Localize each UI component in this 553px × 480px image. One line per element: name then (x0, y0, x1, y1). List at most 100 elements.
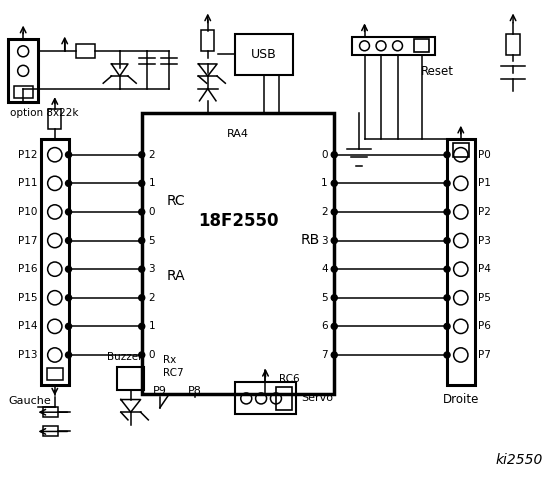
Bar (13, 86, 33, 98)
Text: 1: 1 (148, 179, 155, 188)
Text: P10: P10 (18, 207, 37, 217)
Bar (117, 367, 144, 390)
Circle shape (65, 352, 71, 358)
Text: 0: 0 (148, 207, 155, 217)
Circle shape (444, 180, 450, 186)
Circle shape (139, 324, 145, 329)
Bar (48, 108, 61, 130)
Circle shape (331, 295, 337, 301)
Text: 1: 1 (321, 179, 328, 188)
Circle shape (65, 152, 71, 158)
Text: ki2550: ki2550 (496, 453, 543, 467)
Text: P15: P15 (18, 293, 37, 303)
Circle shape (444, 152, 450, 158)
Text: P2: P2 (478, 207, 491, 217)
Text: 2: 2 (321, 207, 328, 217)
Circle shape (331, 209, 337, 215)
Text: P0: P0 (478, 150, 491, 160)
Bar (46, 368, 63, 380)
Circle shape (139, 238, 145, 243)
Circle shape (139, 209, 145, 215)
Text: Buzzer: Buzzer (107, 351, 143, 361)
Circle shape (444, 352, 450, 358)
Circle shape (331, 352, 337, 358)
Text: P17: P17 (18, 236, 37, 246)
Bar (352, 37, 435, 55)
Bar (235, 383, 296, 414)
Circle shape (139, 180, 145, 186)
Circle shape (65, 266, 71, 272)
Circle shape (444, 324, 450, 329)
Circle shape (65, 209, 71, 215)
Circle shape (139, 352, 145, 358)
Text: P16: P16 (18, 264, 37, 274)
Text: 2: 2 (148, 150, 155, 160)
Text: 0: 0 (321, 150, 328, 160)
Circle shape (65, 238, 71, 243)
Text: P8: P8 (188, 386, 202, 396)
Circle shape (444, 266, 450, 272)
Bar (414, 39, 430, 52)
Circle shape (331, 152, 337, 158)
Text: 6: 6 (321, 322, 328, 331)
Circle shape (331, 266, 337, 272)
Text: 1: 1 (148, 322, 155, 331)
Bar (76, 44, 95, 59)
Bar (41, 139, 69, 384)
Text: 5: 5 (321, 293, 328, 303)
Text: Droite: Droite (442, 393, 479, 406)
Circle shape (139, 152, 145, 158)
Text: P3: P3 (478, 236, 491, 246)
Text: P1: P1 (478, 179, 491, 188)
Text: RA: RA (166, 269, 185, 283)
Circle shape (444, 295, 450, 301)
Text: 0: 0 (148, 350, 155, 360)
Circle shape (65, 180, 71, 186)
Text: 18F2550: 18F2550 (198, 212, 278, 230)
Text: P9: P9 (153, 386, 167, 396)
Text: USB: USB (251, 48, 277, 61)
Bar (8, 39, 38, 102)
Text: P13: P13 (18, 350, 37, 360)
Text: P14: P14 (18, 322, 37, 331)
Text: 3: 3 (321, 236, 328, 246)
Text: RC: RC (166, 194, 185, 208)
Text: 3: 3 (148, 264, 155, 274)
Circle shape (65, 295, 71, 301)
Text: 2: 2 (148, 293, 155, 303)
Text: 4: 4 (321, 264, 328, 274)
Text: RB: RB (300, 233, 320, 247)
Text: Servo: Servo (301, 394, 333, 403)
Text: Rx: Rx (163, 355, 176, 365)
Circle shape (331, 180, 337, 186)
Text: P4: P4 (478, 264, 491, 274)
Bar (507, 34, 520, 55)
Bar (447, 139, 474, 384)
Bar (43, 427, 58, 436)
Circle shape (331, 324, 337, 329)
Text: P11: P11 (18, 179, 37, 188)
Bar (235, 34, 293, 75)
Circle shape (65, 324, 71, 329)
Bar (43, 407, 58, 417)
Text: P6: P6 (478, 322, 491, 331)
Text: Reset: Reset (421, 65, 453, 78)
Text: 5: 5 (148, 236, 155, 246)
Text: P7: P7 (478, 350, 491, 360)
Text: 7: 7 (321, 350, 328, 360)
Circle shape (444, 238, 450, 243)
Bar (201, 30, 215, 51)
Circle shape (139, 266, 145, 272)
Circle shape (444, 209, 450, 215)
Text: Gauche: Gauche (8, 396, 51, 406)
Text: RC7: RC7 (163, 368, 183, 378)
Text: P12: P12 (18, 150, 37, 160)
Bar (452, 143, 469, 157)
Text: P5: P5 (478, 293, 491, 303)
Bar (276, 387, 292, 410)
Bar (142, 113, 334, 394)
Text: RA4: RA4 (227, 130, 249, 139)
Circle shape (139, 295, 145, 301)
Text: option 8x22k: option 8x22k (10, 108, 78, 118)
Circle shape (331, 238, 337, 243)
